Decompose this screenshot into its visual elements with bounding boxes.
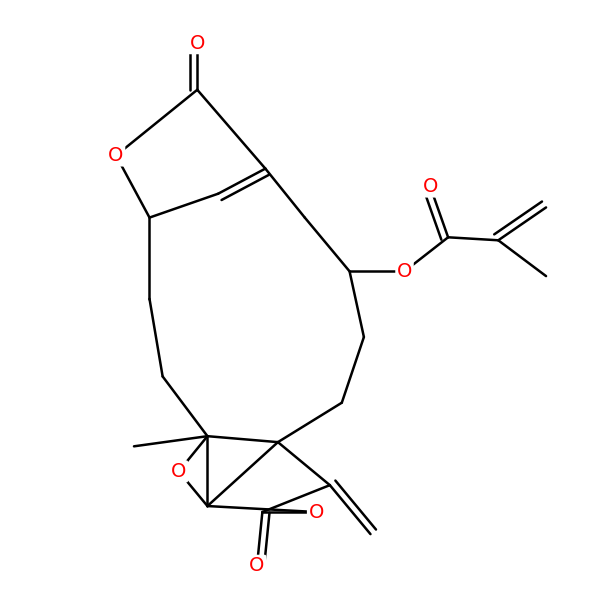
Text: O: O <box>422 177 438 196</box>
Text: O: O <box>308 503 324 521</box>
Text: O: O <box>190 34 205 53</box>
Text: O: O <box>171 462 187 481</box>
Text: O: O <box>109 146 124 165</box>
Text: O: O <box>397 262 412 281</box>
Text: O: O <box>250 556 265 575</box>
